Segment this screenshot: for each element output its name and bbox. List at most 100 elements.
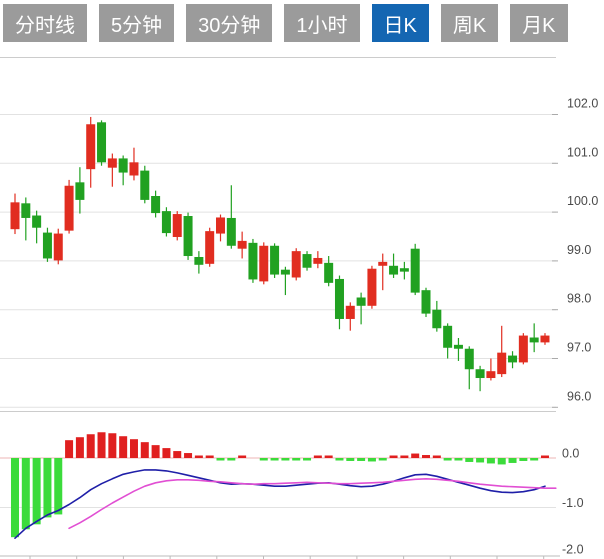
macd-hist-bar-negative <box>519 458 528 461</box>
tab-weekly-k[interactable]: 周K <box>440 4 499 42</box>
candle-body-up <box>497 352 507 375</box>
macd-hist-bar-negative <box>303 458 312 461</box>
macd-hist-bar-positive <box>194 455 203 458</box>
candle-body-up <box>64 185 74 231</box>
candle-body-down <box>270 245 280 275</box>
macd-hist-bar-negative <box>43 458 52 518</box>
candle-body-down <box>302 254 312 268</box>
candle-body-down <box>161 211 171 234</box>
candle-body-down <box>529 337 539 343</box>
candle-body-up <box>345 305 355 319</box>
macd-hist-bar-negative <box>508 458 517 463</box>
candle-body-down <box>475 369 485 379</box>
candle-body-down <box>32 215 42 228</box>
candle-body-up <box>205 231 215 264</box>
macd-hist-bar-negative <box>335 458 344 461</box>
candle-body-down <box>226 217 236 246</box>
macd-hist-bar-negative <box>367 458 376 462</box>
candle-body-down <box>140 170 150 200</box>
macd-hist-bar-positive <box>389 455 398 458</box>
candle-body-up <box>378 261 388 266</box>
candle-body-down <box>324 262 334 283</box>
tab-monthly-k[interactable]: 月K <box>510 4 568 42</box>
candle-body-down <box>280 269 290 275</box>
macd-hist-bar-positive <box>173 451 182 458</box>
candle-body-down <box>399 268 409 272</box>
tab-1hour[interactable]: 1小时 <box>284 4 360 42</box>
macd-hist-bar-positive <box>129 439 138 458</box>
macd-hist-bar-negative <box>497 458 506 465</box>
candle-body-down <box>248 242 258 280</box>
macd-hist-bar-positive <box>400 455 409 458</box>
candle-body-up <box>53 233 63 261</box>
macd-hist-bar-positive <box>108 433 117 458</box>
candle-body-down <box>21 203 31 218</box>
macd-hist-bar-positive <box>75 437 84 458</box>
macd-hist-bar-positive <box>411 453 420 458</box>
macd-hist-bar-negative <box>227 458 236 461</box>
macd-hist-bar-negative <box>465 458 474 462</box>
macd-hist-bar-positive <box>162 448 171 458</box>
macd-hist-bar-positive <box>140 442 149 458</box>
candle-body-up <box>259 245 269 282</box>
macd-hist-bar-negative <box>378 458 387 461</box>
macd-hist-bar-positive <box>119 436 128 458</box>
candle-body-down <box>183 216 193 257</box>
macd-hist-bar-negative <box>454 458 463 461</box>
candle-body-down <box>356 297 366 306</box>
price-axis-label: 96.0 <box>567 389 591 403</box>
candle-body-down <box>118 158 128 173</box>
candle-body-down <box>410 248 420 293</box>
macd-axis-label: -2.0 <box>562 543 584 557</box>
macd-hist-bar-negative <box>357 458 366 461</box>
candle-body-up <box>172 214 182 237</box>
price-axis-label: 99.0 <box>567 243 591 257</box>
candle-body-down <box>75 182 85 200</box>
macd-hist-bar-negative <box>346 458 355 461</box>
macd-axis-label: 0.0 <box>562 447 579 461</box>
candle-body-down <box>97 122 107 163</box>
candle-body-up <box>540 335 550 343</box>
macd-hist-bar-negative <box>476 458 485 463</box>
candle-body-up <box>10 202 20 230</box>
candle-body-up <box>518 335 528 363</box>
macd-hist-bar-positive <box>324 455 333 458</box>
candle-body-down <box>334 278 344 319</box>
macd-hist-bar-negative <box>530 458 539 461</box>
macd-hist-bar-negative <box>54 458 63 515</box>
dea-line <box>68 477 557 530</box>
macd-hist-bar-negative <box>292 458 301 461</box>
tab-timeline[interactable]: 分时线 <box>3 4 87 42</box>
candle-body-down <box>432 309 442 329</box>
candle-body-down <box>508 355 518 363</box>
macd-hist-bar-positive <box>313 455 322 458</box>
price-axis-label: 102.0 <box>567 97 598 111</box>
price-axis-label: 101.0 <box>567 145 598 159</box>
macd-hist-bar-positive <box>184 453 193 458</box>
candle-body-up <box>237 240 247 249</box>
candle-body-down <box>389 265 399 275</box>
tab-5min[interactable]: 5分钟 <box>99 4 175 42</box>
price-axis-label: 100.0 <box>567 194 598 208</box>
candle-body-up <box>129 162 139 176</box>
macd-axis-label: -1.0 <box>562 496 584 510</box>
tab-30min[interactable]: 30分钟 <box>186 4 273 42</box>
macd-hist-bar-positive <box>205 455 214 458</box>
timeframe-tabbar: 分时线 5分钟 30分钟 1小时 日K 周K 月K <box>3 4 568 42</box>
macd-hist-bar-negative <box>281 458 290 461</box>
candle-body-down <box>443 325 453 348</box>
candle-body-down <box>453 344 463 349</box>
macd-hist-bar-positive <box>432 455 441 458</box>
tab-daily-k[interactable]: 日K <box>371 4 429 42</box>
candle-body-up <box>216 217 226 234</box>
macd-hist-bar-negative <box>11 458 19 538</box>
dif-line <box>14 469 546 540</box>
candle-body-up <box>367 268 377 306</box>
price-axis-label: 97.0 <box>567 341 591 355</box>
macd-hist-bar-negative <box>443 458 452 461</box>
macd-hist-bar-negative <box>259 458 268 461</box>
macd-hist-bar-positive <box>86 434 95 458</box>
macd-hist-bar-positive <box>151 445 160 458</box>
candle-body-up <box>313 257 323 264</box>
